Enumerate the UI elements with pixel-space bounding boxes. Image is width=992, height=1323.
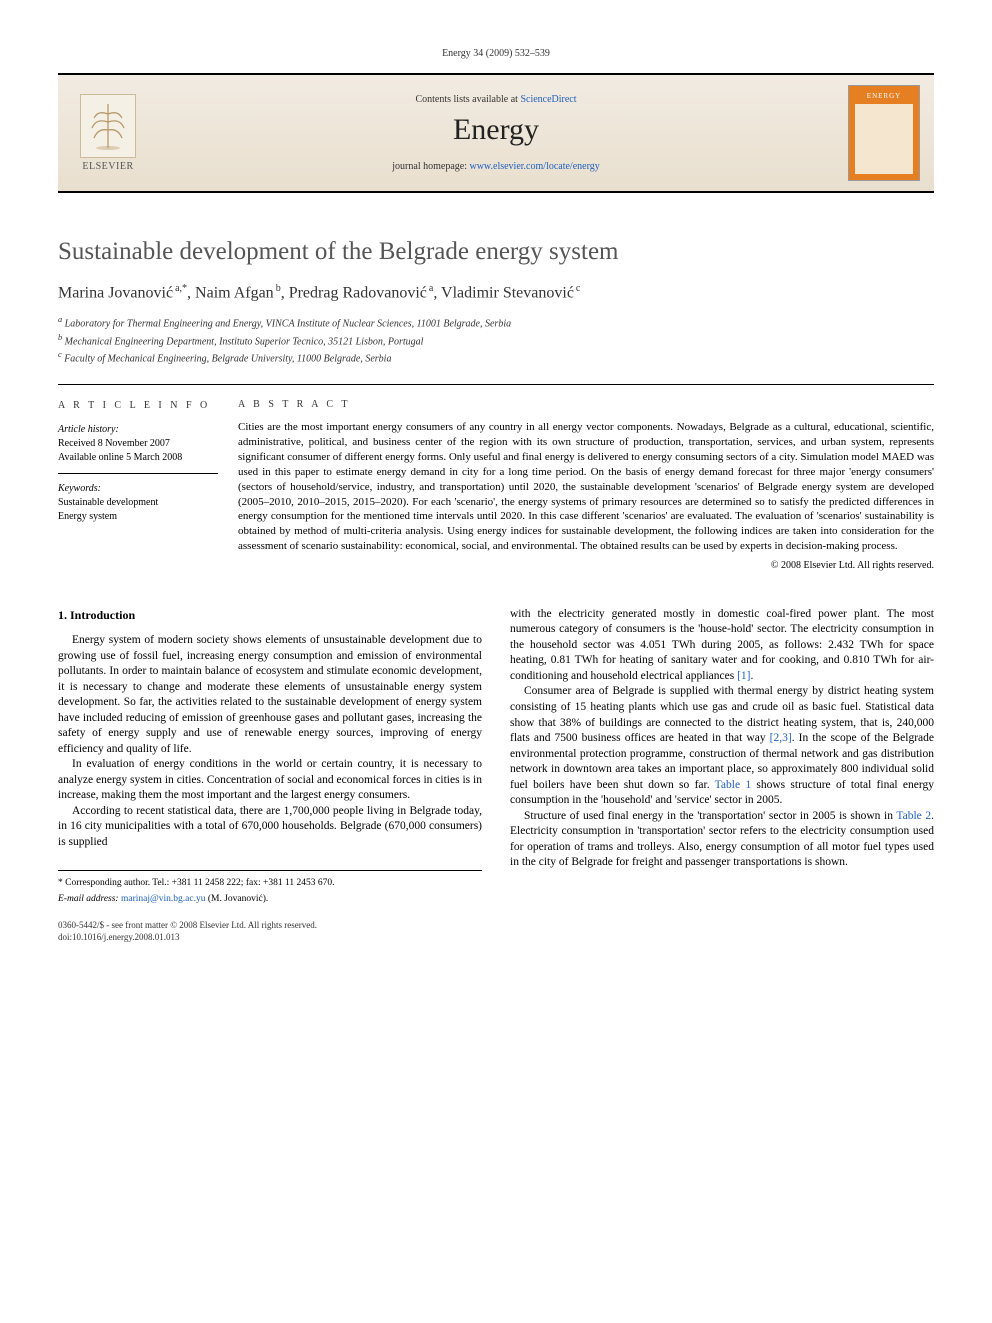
affiliation-b: b Mechanical Engineering Department, Ins… bbox=[58, 332, 934, 349]
corresp-text: * Corresponding author. Tel.: +381 11 24… bbox=[58, 877, 482, 890]
front-matter-line: 0360-5442/$ - see front matter © 2008 El… bbox=[58, 920, 482, 932]
cover-body bbox=[855, 104, 913, 174]
homepage-prefix: journal homepage: bbox=[392, 161, 469, 172]
corresponding-author-footer: * Corresponding author. Tel.: +381 11 24… bbox=[58, 870, 482, 906]
contents-available-line: Contents lists available at ScienceDirec… bbox=[144, 94, 848, 105]
intro-para-2: In evaluation of energy conditions in th… bbox=[58, 757, 482, 804]
right-para-1: with the electricity generated mostly in… bbox=[510, 607, 934, 685]
journal-name: Energy bbox=[144, 113, 848, 147]
article-online: Available online 5 March 2008 bbox=[58, 451, 218, 465]
email-line: E-mail address: marinaj@vin.bg.ac.yu (M.… bbox=[58, 893, 482, 906]
affiliations: a Laboratory for Thermal Engineering and… bbox=[58, 314, 934, 366]
cover-title: ENERGY bbox=[855, 92, 913, 100]
article-received: Received 8 November 2007 bbox=[58, 437, 218, 451]
table-1-link[interactable]: Table 1 bbox=[715, 779, 751, 791]
table-2-link[interactable]: Table 2 bbox=[896, 810, 931, 822]
abstract-column: A B S T R A C T Cities are the most impo… bbox=[238, 399, 934, 571]
keywords-head: Keywords: bbox=[58, 482, 218, 496]
body-col-right: with the electricity generated mostly in… bbox=[510, 607, 934, 943]
elsevier-logo: ELSEVIER bbox=[72, 94, 144, 172]
affiliation-a: a Laboratory for Thermal Engineering and… bbox=[58, 314, 934, 331]
email-suffix: (M. Jovanović). bbox=[205, 894, 268, 904]
abstract-label: A B S T R A C T bbox=[238, 399, 934, 410]
elsevier-label: ELSEVIER bbox=[82, 161, 133, 172]
journal-header-bar: ELSEVIER Contents lists available at Sci… bbox=[58, 73, 934, 193]
right-para-3: Structure of used final energy in the 't… bbox=[510, 809, 934, 871]
copyright-line: © 2008 Elsevier Ltd. All rights reserved… bbox=[238, 560, 934, 571]
ref-link-2-3[interactable]: [2,3] bbox=[770, 732, 792, 744]
section-1-heading: 1. Introduction bbox=[58, 607, 482, 623]
affiliation-c: c Faculty of Mechanical Engineering, Bel… bbox=[58, 349, 934, 366]
email-label: E-mail address: bbox=[58, 894, 121, 904]
doi-line: doi:10.1016/j.energy.2008.01.013 bbox=[58, 932, 482, 944]
right-para-2: Consumer area of Belgrade is supplied wi… bbox=[510, 684, 934, 808]
keyword-2: Energy system bbox=[58, 510, 218, 524]
intro-para-3: According to recent statistical data, th… bbox=[58, 804, 482, 851]
ref-link-1[interactable]: [1] bbox=[737, 670, 750, 682]
journal-homepage-line: journal homepage: www.elsevier.com/locat… bbox=[144, 161, 848, 172]
contents-prefix: Contents lists available at bbox=[415, 94, 520, 105]
article-title: Sustainable development of the Belgrade … bbox=[58, 237, 934, 267]
abstract-text: Cities are the most important energy con… bbox=[238, 420, 934, 554]
article-history-head: Article history: bbox=[58, 423, 218, 437]
journal-homepage-link[interactable]: www.elsevier.com/locate/energy bbox=[469, 161, 599, 172]
front-matter-footer: 0360-5442/$ - see front matter © 2008 El… bbox=[58, 920, 482, 943]
elsevier-tree-icon bbox=[80, 94, 136, 158]
intro-para-1: Energy system of modern society shows el… bbox=[58, 633, 482, 757]
authors-line: Marina Jovanović a,*, Naim Afgan b, Pred… bbox=[58, 283, 934, 302]
keyword-1: Sustainable development bbox=[58, 496, 218, 510]
journal-cover-thumb: ENERGY bbox=[848, 85, 920, 181]
corresp-email-link[interactable]: marinaj@vin.bg.ac.yu bbox=[121, 894, 205, 904]
article-info-label: A R T I C L E I N F O bbox=[58, 399, 218, 413]
article-info-sidebar: A R T I C L E I N F O Article history: R… bbox=[58, 399, 238, 571]
body-col-left: 1. Introduction Energy system of modern … bbox=[58, 607, 482, 943]
journal-reference: Energy 34 (2009) 532–539 bbox=[58, 48, 934, 59]
sciencedirect-link[interactable]: ScienceDirect bbox=[520, 94, 576, 105]
